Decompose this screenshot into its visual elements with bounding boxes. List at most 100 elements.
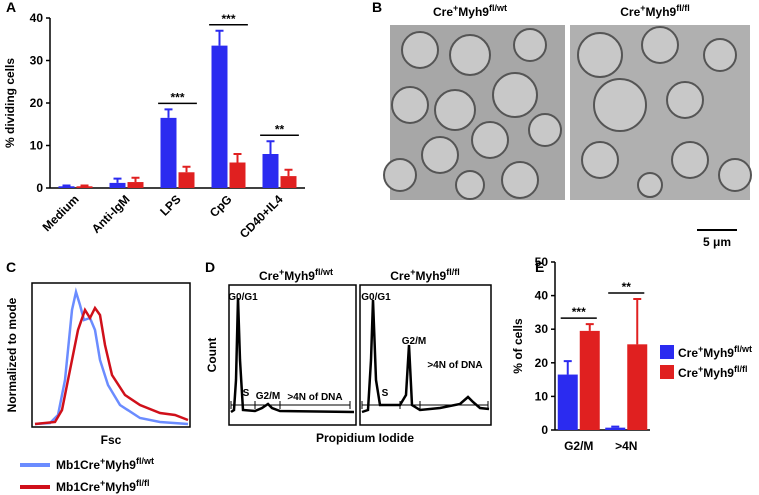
error-bar xyxy=(80,184,89,187)
error-bar xyxy=(233,153,242,163)
y-axis-label: % dividing cells xyxy=(3,58,17,148)
y-tick-label: 10 xyxy=(535,389,549,403)
error-bar xyxy=(215,29,224,46)
x-tick-label: >4N xyxy=(615,439,637,453)
text-segment: fl/fl xyxy=(136,478,150,488)
text-segment: Cre xyxy=(620,5,640,19)
text-segment: Cre xyxy=(390,269,410,283)
text-segment: + xyxy=(453,3,458,13)
gate-label: G0/G1 xyxy=(228,292,258,303)
panel-label: D xyxy=(205,259,215,275)
bar xyxy=(58,186,75,188)
bar xyxy=(76,186,93,188)
text-segment: + xyxy=(640,3,645,13)
gate-label: G0/G1 xyxy=(361,292,391,303)
text-segment: Mb1Cre xyxy=(56,458,100,472)
gate-label: S xyxy=(243,388,250,399)
bar xyxy=(280,176,297,188)
text-segment: fl/fl xyxy=(446,267,460,277)
error-bar xyxy=(266,140,275,154)
significance-label: ** xyxy=(275,122,285,136)
gate-label: G2/M xyxy=(402,336,426,347)
curve xyxy=(361,299,490,414)
text-segment: Myh9 xyxy=(416,269,447,283)
x-tick-label: LPS xyxy=(157,192,183,218)
legend-swatch xyxy=(660,365,674,379)
curve xyxy=(34,305,189,426)
text-segment: Myh9 xyxy=(703,366,734,380)
bar xyxy=(262,154,279,188)
text-segment: Cre xyxy=(433,5,453,19)
text-segment: + xyxy=(410,267,415,277)
x-tick-label: Anti-IgM xyxy=(89,192,133,236)
plot-frame xyxy=(31,282,191,428)
text-segment: Myh9 xyxy=(284,269,315,283)
bar xyxy=(160,117,177,188)
bar xyxy=(109,182,126,188)
text-segment: Myh9 xyxy=(105,458,136,472)
error-bar xyxy=(131,176,140,183)
legend-swatch xyxy=(660,345,674,359)
text-segment: fl/wt xyxy=(315,267,333,277)
legend-label: Cre+Myh9fl/wt xyxy=(678,344,752,360)
y-axis-label: Normalized to mode xyxy=(5,297,19,412)
error-bar xyxy=(611,425,620,428)
bar xyxy=(579,330,600,430)
plot-frame xyxy=(359,284,492,426)
curve xyxy=(34,287,189,426)
y-tick-label: 20 xyxy=(30,96,44,110)
text-segment: Myh9 xyxy=(646,5,677,19)
legend-label: Mb1Cre+Myh9fl/wt xyxy=(56,456,154,472)
text-segment: Cre xyxy=(678,366,698,380)
bar xyxy=(229,162,246,188)
significance-label: ** xyxy=(622,280,632,294)
text-segment: + xyxy=(100,478,105,488)
error-bar xyxy=(585,323,594,331)
curve xyxy=(230,297,355,414)
significance-label: *** xyxy=(170,90,184,104)
y-tick-label: 0 xyxy=(541,423,548,437)
y-tick-label: 40 xyxy=(30,11,44,25)
error-bar xyxy=(182,165,191,173)
panel-label: A xyxy=(6,0,16,15)
y-axis-label: Count xyxy=(205,338,219,373)
text-segment: Cre xyxy=(678,346,698,360)
significance-label: *** xyxy=(221,12,235,26)
y-tick-label: 0 xyxy=(36,181,43,195)
legend-label: Cre+Myh9fl/fl xyxy=(678,364,747,380)
gate-label: G2/M xyxy=(256,391,280,402)
text-segment: fl/wt xyxy=(734,344,752,354)
plot-frame xyxy=(228,284,357,426)
x-axis-label: Fsc xyxy=(101,433,122,447)
panel-d-title: Cre+Myh9fl/wt xyxy=(259,267,333,283)
error-bar xyxy=(62,184,71,187)
micrographs xyxy=(383,25,752,231)
text-segment: + xyxy=(279,267,284,277)
x-axis-label: Propidium Iodide xyxy=(316,431,414,445)
text-segment: + xyxy=(100,456,105,466)
bar xyxy=(605,427,626,430)
panel-label: C xyxy=(6,259,16,275)
gates xyxy=(230,401,489,409)
bar xyxy=(178,172,195,188)
y-tick-label: 50 xyxy=(535,255,549,269)
gate-label: >4N of DNA xyxy=(427,360,482,371)
panel-b-title: Cre+Myh9fl/wt xyxy=(433,3,507,19)
text-segment: Mb1Cre xyxy=(56,480,100,494)
bar xyxy=(127,182,144,188)
x-tick-label: G2/M xyxy=(564,439,593,453)
y-tick-label: 30 xyxy=(535,322,549,336)
text-segment: Myh9 xyxy=(458,5,489,19)
scale-label: 5 μm xyxy=(703,235,731,249)
error-bar xyxy=(284,168,293,177)
panel-label: E xyxy=(535,259,544,275)
bar xyxy=(211,45,228,188)
y-tick-label: 20 xyxy=(535,356,549,370)
text-segment: Myh9 xyxy=(703,346,734,360)
error-bar xyxy=(633,297,642,345)
text-segment: fl/wt xyxy=(489,3,507,13)
panel-b-title: Cre+Myh9fl/fl xyxy=(620,3,689,19)
y-tick-label: 10 xyxy=(30,139,44,153)
panel-label: B xyxy=(372,0,382,15)
